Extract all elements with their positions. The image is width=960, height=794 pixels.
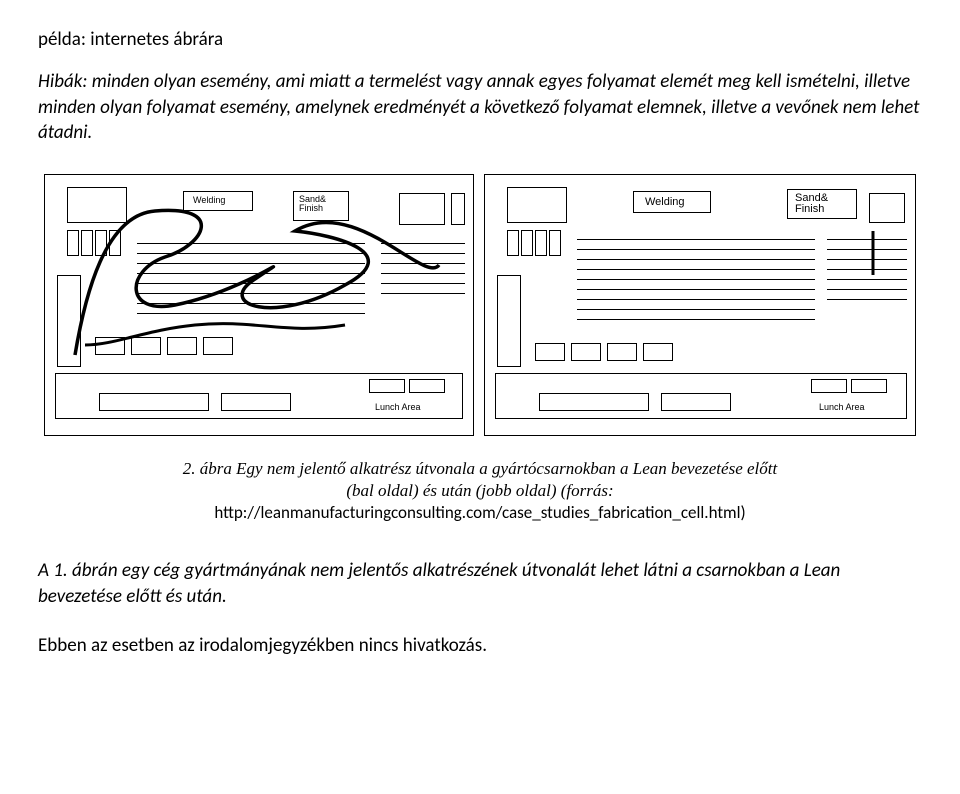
caption-line1: 2. ábra Egy nem jelentő alkatrész útvona… — [183, 459, 777, 478]
example-heading: példa: internetes ábrára — [38, 28, 922, 51]
caption-line2: (bal oldal) és után (jobb oldal) (forrás… — [346, 481, 613, 500]
diagram-left: Welding Sand& Finish — [44, 174, 474, 436]
intro-paragraph: Hibák: minden olyan esemény, ami miatt a… — [38, 69, 922, 146]
diagram-right: Welding Sand& Finish — [484, 174, 916, 436]
lunch-label-left: Lunch Area — [375, 403, 421, 412]
caption-url: http://leanmanufacturingconsulting.com/c… — [214, 502, 745, 523]
body-paragraph: A 1. ábrán egy cég gyártmányának nem jel… — [38, 558, 922, 609]
final-paragraph: Ebben az esetben az irodalomjegyzékben n… — [38, 633, 922, 659]
lunch-label-right: Lunch Area — [819, 403, 865, 412]
diagram-container: Welding Sand& Finish — [38, 174, 922, 436]
figure-caption: 2. ábra Egy nem jelentő alkatrész útvona… — [90, 458, 870, 524]
